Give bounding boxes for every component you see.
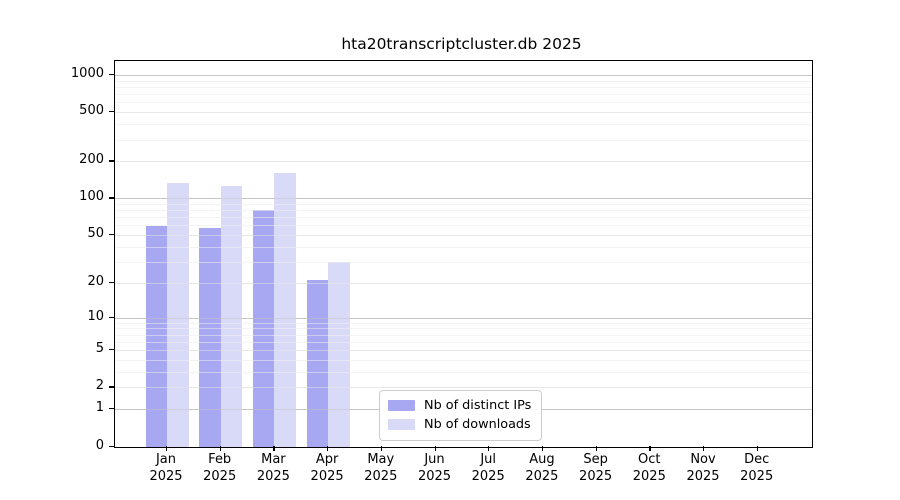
legend-label-distinct-ips: Nb of distinct IPs bbox=[424, 398, 532, 413]
bar-distinct-ips-jan bbox=[145, 226, 167, 447]
x-tick-label-jul: Jul 2025 bbox=[471, 452, 505, 484]
bar-distinct-ips-apr bbox=[306, 280, 329, 447]
legend-label-downloads: Nb of downloads bbox=[424, 417, 531, 432]
legend-item-distinct-ips: Nb of distinct IPs bbox=[388, 396, 531, 415]
x-tick-jun bbox=[434, 445, 436, 451]
y-tick-label-200: 200 bbox=[79, 152, 104, 168]
x-tick-label-aug: Aug 2025 bbox=[525, 452, 559, 484]
bar-distinct-ips-mar bbox=[252, 210, 275, 447]
y-tick-label-20: 20 bbox=[87, 273, 104, 289]
x-tick-jan bbox=[166, 445, 168, 451]
chart-title: hta20transcriptcluster.db 2025 bbox=[341, 35, 582, 53]
y-tick-label-0: 0 bbox=[95, 437, 104, 453]
x-tick-oct bbox=[649, 445, 651, 451]
y-tick-5 bbox=[108, 349, 114, 351]
bar-downloads-jan bbox=[167, 183, 189, 447]
x-tick-label-oct: Oct 2025 bbox=[632, 452, 666, 484]
x-tick-nov bbox=[703, 445, 705, 451]
x-tick-mar bbox=[273, 445, 275, 451]
x-tick-feb bbox=[219, 445, 221, 451]
y-tick-10 bbox=[108, 316, 114, 318]
legend-swatch-distinct-ips-icon bbox=[388, 400, 415, 411]
x-tick-jul bbox=[488, 445, 490, 451]
x-tick-sep bbox=[595, 445, 597, 451]
x-tick-label-feb: Feb 2025 bbox=[203, 452, 237, 484]
y-tick-label-1: 1 bbox=[95, 400, 104, 416]
bar-distinct-ips-feb bbox=[199, 228, 221, 447]
y-tick-label-500: 500 bbox=[79, 103, 104, 119]
y-tick-label-100: 100 bbox=[79, 189, 104, 205]
x-tick-label-may: May 2025 bbox=[364, 452, 398, 484]
x-tick-apr bbox=[327, 445, 329, 451]
y-tick-50 bbox=[108, 234, 114, 236]
bar-downloads-apr bbox=[328, 261, 350, 447]
x-tick-aug bbox=[541, 445, 544, 451]
y-tick-2 bbox=[108, 386, 114, 388]
y-tick-label-50: 50 bbox=[87, 226, 104, 242]
y-tick-200 bbox=[108, 160, 114, 162]
y-tick-label-1000: 1000 bbox=[70, 66, 104, 81]
x-tick-dec bbox=[756, 445, 758, 451]
y-tick-label-10: 10 bbox=[87, 308, 104, 324]
bar-downloads-mar bbox=[274, 173, 296, 447]
bar-downloads-feb bbox=[220, 186, 243, 447]
legend: Nb of distinct IPs Nb of downloads bbox=[379, 390, 543, 441]
legend-item-downloads: Nb of downloads bbox=[388, 415, 531, 434]
x-tick-label-apr: Apr 2025 bbox=[310, 452, 344, 484]
x-tick-label-dec: Dec 2025 bbox=[740, 452, 774, 484]
y-tick-label-2: 2 bbox=[95, 378, 104, 394]
y-tick-1 bbox=[108, 408, 114, 410]
plot-area bbox=[113, 59, 813, 448]
y-tick-1000 bbox=[108, 74, 114, 76]
y-tick-0 bbox=[108, 445, 114, 447]
y-tick-100 bbox=[108, 197, 114, 199]
x-tick-label-jan: Jan 2025 bbox=[149, 452, 183, 484]
x-tick-label-jun: Jun 2025 bbox=[417, 452, 452, 484]
y-tick-20 bbox=[108, 281, 114, 284]
bars-layer bbox=[115, 61, 812, 447]
y-tick-label-5: 5 bbox=[95, 341, 104, 357]
legend-swatch-downloads-icon bbox=[388, 419, 415, 430]
x-tick-label-nov: Nov 2025 bbox=[686, 452, 720, 484]
y-tick-500 bbox=[108, 111, 114, 113]
x-tick-label-mar: Mar 2025 bbox=[256, 452, 290, 484]
x-tick-may bbox=[380, 445, 383, 451]
x-tick-label-sep: Sep 2025 bbox=[579, 452, 613, 484]
